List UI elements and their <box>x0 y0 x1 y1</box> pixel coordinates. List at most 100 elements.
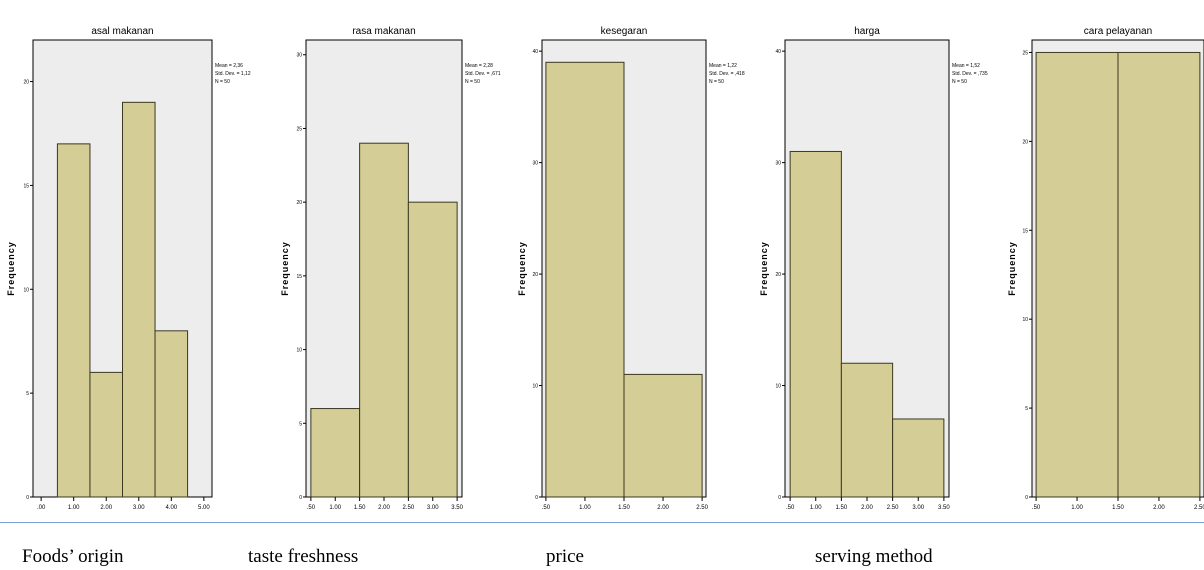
chart4-title: harga <box>854 26 880 37</box>
chart5-ytick-label-1: 5 <box>1025 406 1028 412</box>
chart4-bar-3 <box>892 418 945 498</box>
chart3-xtick-label-0: .50 <box>542 505 551 511</box>
chart3-stat-2: N = 50 <box>709 79 724 85</box>
chart3-xtick-label-4: 2.50 <box>696 505 708 511</box>
chart4-xtick-label-6: 3.50 <box>938 505 950 511</box>
chart1-xtick-label-0: .00 <box>37 505 46 511</box>
chart1-bar-1 <box>56 143 91 498</box>
chart3-ytick-label-1: 10 <box>532 384 538 390</box>
caption-serving-method: serving method <box>815 546 933 567</box>
chart5-xtick-label-0: .50 <box>1032 505 1041 511</box>
chart1-xtick-label-5: 5.00 <box>198 505 210 511</box>
chart1-stat-2: N = 50 <box>215 79 230 85</box>
chart4-ytick-label-2: 20 <box>775 272 781 278</box>
chart3-bar-1 <box>545 61 625 498</box>
chart2-xtick-label-4: 2.50 <box>403 505 415 511</box>
chart3-ytick-label-2: 20 <box>532 272 538 278</box>
chart2-ytick-label-3: 15 <box>296 274 302 280</box>
chart4-ytick-label-1: 10 <box>775 384 781 390</box>
divider-line <box>0 522 1204 523</box>
chart4-stat-2: N = 50 <box>952 79 967 85</box>
chart3-xtick-label-2: 1.50 <box>618 505 630 511</box>
chart5-ytick-label-5: 25 <box>1022 50 1028 56</box>
chart4-xtick-label-5: 3.00 <box>912 505 924 511</box>
chart5-ytick-label-0: 0 <box>1025 495 1028 501</box>
chart4-ytick-label-0: 0 <box>778 495 781 501</box>
chart3-xtick-label-3: 2.00 <box>657 505 669 511</box>
chart2-stat-1: Std. Dev. = ,671 <box>465 71 501 77</box>
chart1-bar-2 <box>89 371 123 498</box>
chart2-xtick-label-1: 1.00 <box>329 505 341 511</box>
chart1-bar-3 <box>122 101 156 498</box>
chart1-xtick-label-3: 3.00 <box>133 505 145 511</box>
chart4-ytick-label-4: 40 <box>775 49 781 55</box>
chart1-ytick-label-4: 20 <box>23 80 29 86</box>
chart3-stat-1: Std. Dev. = ,418 <box>709 71 745 77</box>
chart3-bar-2 <box>623 373 703 498</box>
chart1-xtick-label-4: 4.00 <box>165 505 177 511</box>
chart3-ytick-label-3: 30 <box>532 161 538 167</box>
chart4-stat-1: Std. Dev. = ,735 <box>952 71 988 77</box>
chart2-xtick-label-6: 3.50 <box>451 505 463 511</box>
chart2-ylabel: Frequency <box>280 241 290 296</box>
chart4-xtick-label-0: .50 <box>786 505 795 511</box>
chart1-stat-1: Std. Dev. = 1,12 <box>215 71 251 77</box>
chart3-stat-0: Mean = 1,22 <box>709 63 737 69</box>
chart5-ytick-label-2: 10 <box>1022 317 1028 323</box>
chart2-bar-1 <box>310 408 361 498</box>
chart2-xtick-label-5: 3.00 <box>427 505 439 511</box>
chart1-xtick-label-1: 1.00 <box>68 505 80 511</box>
chart4-ytick-label-3: 30 <box>775 161 781 167</box>
chart5-ytick-label-4: 20 <box>1022 139 1028 145</box>
chart1-title: asal makanan <box>91 26 153 37</box>
chart2-ytick-label-1: 5 <box>299 421 302 427</box>
chart2-ytick-label-0: 0 <box>299 495 302 501</box>
chart3-ylabel: Frequency <box>517 241 527 296</box>
chart3-ytick-label-0: 0 <box>535 495 538 501</box>
chart4-bar-2 <box>840 362 894 498</box>
chart3-ytick-label-4: 40 <box>532 49 538 55</box>
chart2-ytick-label-6: 30 <box>296 53 302 59</box>
chart2-xtick-label-3: 2.00 <box>378 505 390 511</box>
chart4-bar-1 <box>789 150 842 498</box>
chart1-ytick-label-1: 5 <box>26 391 29 397</box>
chart1-bar-4 <box>154 330 189 498</box>
chart1-ytick-label-0: 0 <box>26 495 29 501</box>
chart5-bar-2 <box>1117 51 1201 498</box>
chart4-ylabel: Frequency <box>759 241 769 296</box>
chart3-xtick-label-1: 1.00 <box>579 505 591 511</box>
chart4-stat-0: Mean = 1,52 <box>952 63 980 69</box>
caption-taste-freshness: taste freshness <box>248 546 359 567</box>
chart4-xtick-label-4: 2.50 <box>887 505 899 511</box>
chart2-title: rasa makanan <box>352 26 415 37</box>
chart4-xtick-label-1: 1.00 <box>810 505 822 511</box>
caption-price: price <box>546 546 584 567</box>
chart2-stat-2: N = 50 <box>465 79 480 85</box>
chart2-xtick-label-0: .50 <box>307 505 316 511</box>
chart5-title: cara pelayanan <box>1084 26 1152 37</box>
chart2-ytick-label-2: 10 <box>296 348 302 354</box>
chart1-xtick-label-2: 2.00 <box>100 505 112 511</box>
chart2-bar-2 <box>359 142 409 498</box>
caption-foods-origin: Foods’ origin <box>22 546 124 567</box>
chart5-xtick-label-4: 2.50 <box>1194 505 1204 511</box>
chart5-ylabel: Frequency <box>1007 241 1017 296</box>
chart1-ylabel: Frequency <box>6 241 16 296</box>
histogram-panel: asal makanan 0 5 10 15 20 .00 1.00 2.00 3.00 4.00 5… <box>6 26 1204 511</box>
chart1-ytick-label-2: 10 <box>23 287 29 293</box>
chart4-xtick-label-3: 2.00 <box>861 505 873 511</box>
chart2-ytick-label-5: 25 <box>296 126 302 132</box>
chart1-stat-0: Mean = 2,36 <box>215 63 243 69</box>
chart5-xtick-label-2: 1.50 <box>1112 505 1124 511</box>
chart4-xtick-label-2: 1.50 <box>836 505 848 511</box>
chart5-bar-1 <box>1035 51 1119 498</box>
chart2-xtick-label-2: 1.50 <box>354 505 366 511</box>
chart2-bar-3 <box>407 201 458 498</box>
chart5-ytick-label-3: 15 <box>1022 228 1028 234</box>
chart3-title: kesegaran <box>601 26 648 37</box>
chart2-ytick-label-4: 20 <box>296 200 302 206</box>
chart2-stat-0: Mean = 2,28 <box>465 63 493 69</box>
chart5-xtick-label-1: 1.00 <box>1071 505 1083 511</box>
chart1-ytick-label-3: 15 <box>23 183 29 189</box>
chart5-xtick-label-3: 2.00 <box>1153 505 1165 511</box>
